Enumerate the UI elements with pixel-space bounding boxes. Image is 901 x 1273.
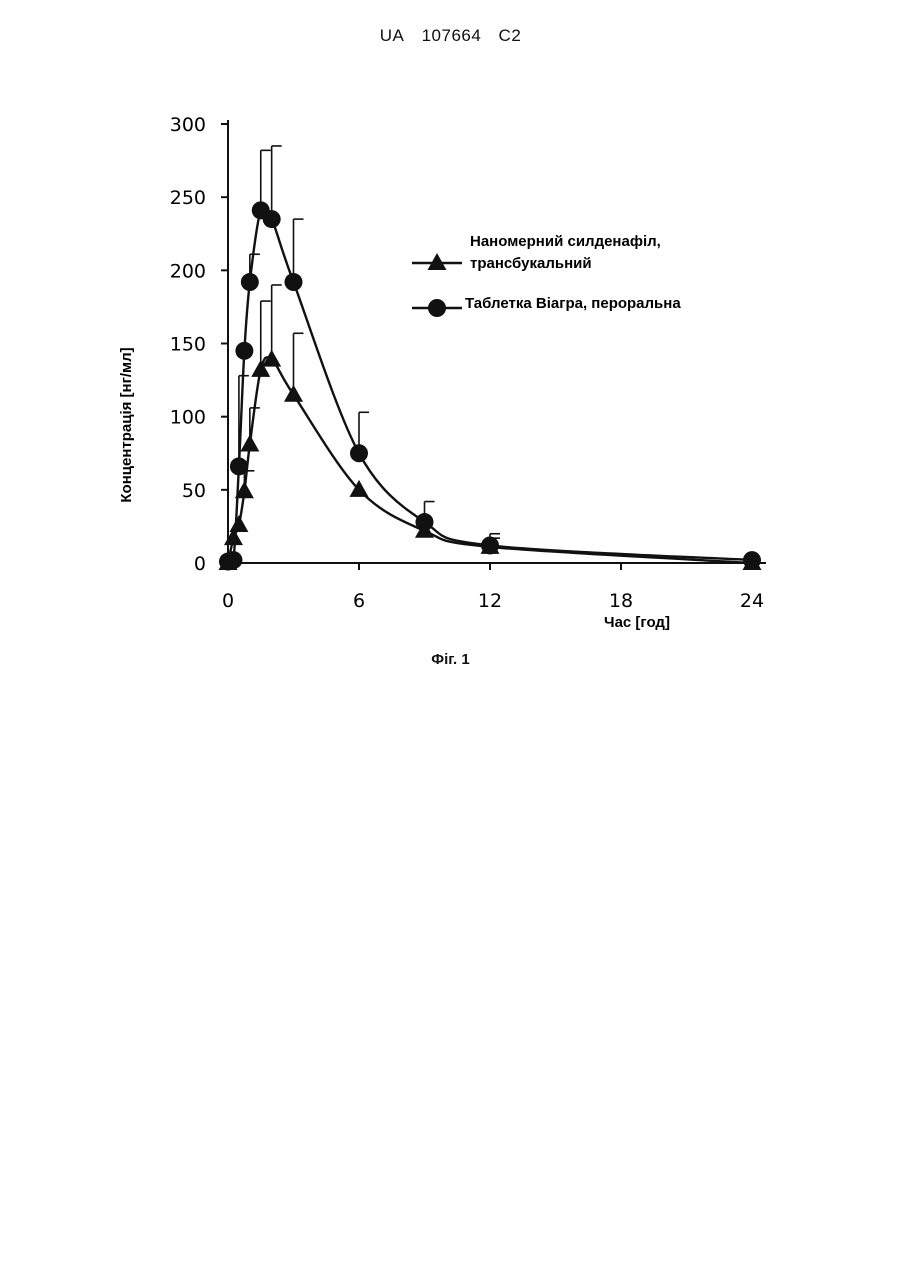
x-tick-label: 18 [609, 590, 633, 612]
data-point-circle [235, 342, 253, 360]
y-tick-label: 150 [170, 334, 206, 356]
data-point-circle [743, 551, 761, 569]
data-point-circle [224, 551, 242, 569]
concentration-chart: 0 50 100 150 200 250 300 0 6 12 18 24 Наномерний си… [0, 0, 901, 700]
y-tick-label: 200 [170, 260, 206, 282]
x-axis-label: Час [год] [604, 614, 670, 631]
x-tick-label: 0 [222, 590, 234, 612]
legend-label: трансбукальний [470, 255, 592, 272]
data-point-circle [350, 444, 368, 462]
chart-legend: Наномерний силденафіл, трансбукальний Табл… [412, 233, 681, 317]
data-point-triangle [284, 385, 303, 402]
x-tick-label: 6 [353, 590, 365, 612]
legend-marker-circle [428, 299, 446, 317]
data-point-circle [263, 210, 281, 228]
data-point-circle [241, 273, 259, 291]
data-point-circle [285, 273, 303, 291]
figure-caption: Фіг. 1 [0, 651, 901, 668]
y-tick-label: 0 [194, 553, 206, 575]
y-tick-label: 50 [182, 480, 206, 502]
data-point-circle [230, 457, 248, 475]
legend-marker-triangle [428, 253, 447, 270]
error-bars [239, 146, 500, 547]
legend-label: Таблетка Віагра, пероральна [465, 295, 681, 312]
data-point-circle [481, 536, 499, 554]
y-tick-label: 300 [170, 114, 206, 136]
y-axis-label: Концентрація [нг/мл] [118, 347, 135, 502]
x-tick-label: 12 [478, 590, 502, 612]
series-line-0 [228, 357, 752, 563]
data-point-triangle [229, 515, 248, 532]
x-tick-label: 24 [740, 590, 764, 612]
y-tick-label: 100 [170, 407, 206, 429]
data-point-circle [416, 513, 434, 531]
y-tick-label: 250 [170, 187, 206, 209]
data-point-triangle [240, 434, 259, 451]
legend-label: Наномерний силденафіл, [470, 233, 661, 250]
